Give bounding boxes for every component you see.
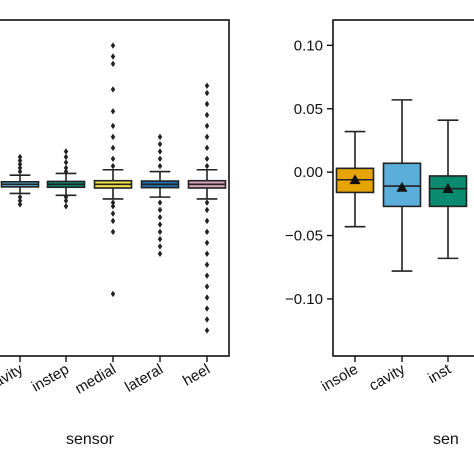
right-ytick-label-0: 0.10 xyxy=(294,37,323,54)
left-outlier-instep-7 xyxy=(63,148,69,155)
left-outlier-heel-9 xyxy=(204,228,210,236)
left-outlier-lateral-1 xyxy=(157,243,163,250)
right-ytick-label-1: 0.05 xyxy=(294,101,323,118)
left-outlier-instep-6 xyxy=(63,153,69,161)
left-x-axis-label: sensor xyxy=(66,431,115,448)
left-outlier-instep-1 xyxy=(63,197,69,204)
left-outlier-medial-6 xyxy=(110,162,116,170)
left-outlier-medial-1 xyxy=(110,228,116,236)
left-outlier-instep-0 xyxy=(63,203,69,210)
left-outlier-heel-15 xyxy=(204,144,210,152)
left-outlier-cavity-1 xyxy=(17,197,23,204)
left-outlier-medial-9 xyxy=(110,133,116,141)
left-outlier-medial-3 xyxy=(110,210,116,217)
left-outlier-medial-5 xyxy=(110,199,116,206)
right-x-axis-label: sen xyxy=(433,431,459,448)
left-outlier-lateral-9 xyxy=(157,155,163,162)
left-outlier-lateral-3 xyxy=(157,228,163,236)
left-outlier-cavity-3 xyxy=(17,168,23,175)
left-outlier-medial-15 xyxy=(110,42,116,49)
left-outlier-lateral-7 xyxy=(157,199,163,206)
left-axes-frame xyxy=(0,19,230,357)
left-outlier-cavity-6 xyxy=(17,157,23,164)
left-outlier-lateral-10 xyxy=(157,148,163,155)
left-outlier-lateral-12 xyxy=(157,133,163,141)
right-axes-frame xyxy=(332,19,474,357)
left-outlier-heel-20 xyxy=(204,89,210,97)
left-xtick-label-heel: heel xyxy=(180,361,213,390)
left-outlier-instep-4 xyxy=(63,164,69,172)
left-outlier-medial-14 xyxy=(110,53,116,60)
left-outlier-instep-5 xyxy=(63,159,69,166)
left-outlier-medial-13 xyxy=(110,60,116,68)
left-outlier-lateral-11 xyxy=(157,140,163,148)
left-outlier-heel-13 xyxy=(204,162,210,170)
left-xtick-label-instep: instep xyxy=(29,361,72,396)
left-outlier-cavity-7 xyxy=(17,153,23,161)
left-outlier-heel-17 xyxy=(204,122,210,130)
left-outlier-medial-7 xyxy=(110,155,116,162)
left-outlier-heel-19 xyxy=(204,100,210,108)
left-outlier-heel-3 xyxy=(204,294,210,301)
left-outlier-heel-14 xyxy=(204,155,210,162)
left-xtick-label-cavity: cavity xyxy=(0,360,26,394)
left-outlier-medial-10 xyxy=(110,122,116,130)
right-mean-cavity xyxy=(396,181,408,192)
right-xtick-label-insole: insole xyxy=(319,361,361,395)
left-outlier-medial-8 xyxy=(110,144,116,152)
right-ytick-label-3: −0.05 xyxy=(285,228,323,245)
left-outlier-cavity-4 xyxy=(17,164,23,172)
left-xtick-label-medial: medial xyxy=(72,361,119,398)
left-outlier-heel-6 xyxy=(204,261,210,268)
left-outlier-lateral-4 xyxy=(157,221,163,228)
left-outlier-heel-18 xyxy=(204,111,210,119)
right-mean-instep xyxy=(442,183,454,194)
left-outlier-heel-7 xyxy=(204,250,210,257)
left-outlier-medial-12 xyxy=(110,86,116,93)
right-xtick-label-cavity: cavity xyxy=(366,360,408,394)
left-outlier-lateral-6 xyxy=(157,206,163,214)
left-outlier-heel-0 xyxy=(204,327,210,334)
right-ytick-label-4: −0.10 xyxy=(285,291,323,308)
left-outlier-cavity-5 xyxy=(17,161,23,168)
left-outlier-cavity-2 xyxy=(17,193,23,201)
left-outlier-heel-16 xyxy=(204,133,210,141)
left-outlier-instep-2 xyxy=(63,193,69,201)
left-outlier-medial-11 xyxy=(110,108,116,115)
left-xtick-label-lateral: lateral xyxy=(122,361,166,396)
left-outlier-heel-1 xyxy=(204,316,210,323)
left-outlier-heel-4 xyxy=(204,283,210,290)
left-outlier-heel-11 xyxy=(204,206,210,214)
right-ytick-label-2: 0.00 xyxy=(294,164,323,181)
left-outlier-heel-5 xyxy=(204,272,210,279)
left-outlier-heel-12 xyxy=(204,199,210,206)
left-outlier-instep-3 xyxy=(63,168,69,175)
right-boxplot-panel: insole cavity inst 0.10 0.05 0.00 −0.05 −0.10 xyxy=(285,19,474,395)
left-outlier-heel-2 xyxy=(204,305,210,312)
left-outlier-medial-4 xyxy=(110,203,116,210)
left-outlier-medial-0 xyxy=(110,290,116,298)
left-outlier-lateral-5 xyxy=(157,214,163,221)
left-outlier-lateral-0 xyxy=(157,250,163,257)
right-xtick-label-instep: inst xyxy=(425,360,454,387)
left-outlier-cavity-0 xyxy=(17,201,23,208)
left-outlier-lateral-8 xyxy=(157,162,163,170)
left-outlier-lateral-2 xyxy=(157,235,163,243)
left-outlier-heel-10 xyxy=(204,217,210,225)
left-boxplot-panel: olecavityinstepmediallateralheel xyxy=(0,19,230,398)
left-outlier-heel-8 xyxy=(204,239,210,246)
left-outlier-heel-21 xyxy=(204,82,210,89)
right-mean-insole xyxy=(349,174,361,185)
left-outlier-medial-2 xyxy=(110,217,116,225)
